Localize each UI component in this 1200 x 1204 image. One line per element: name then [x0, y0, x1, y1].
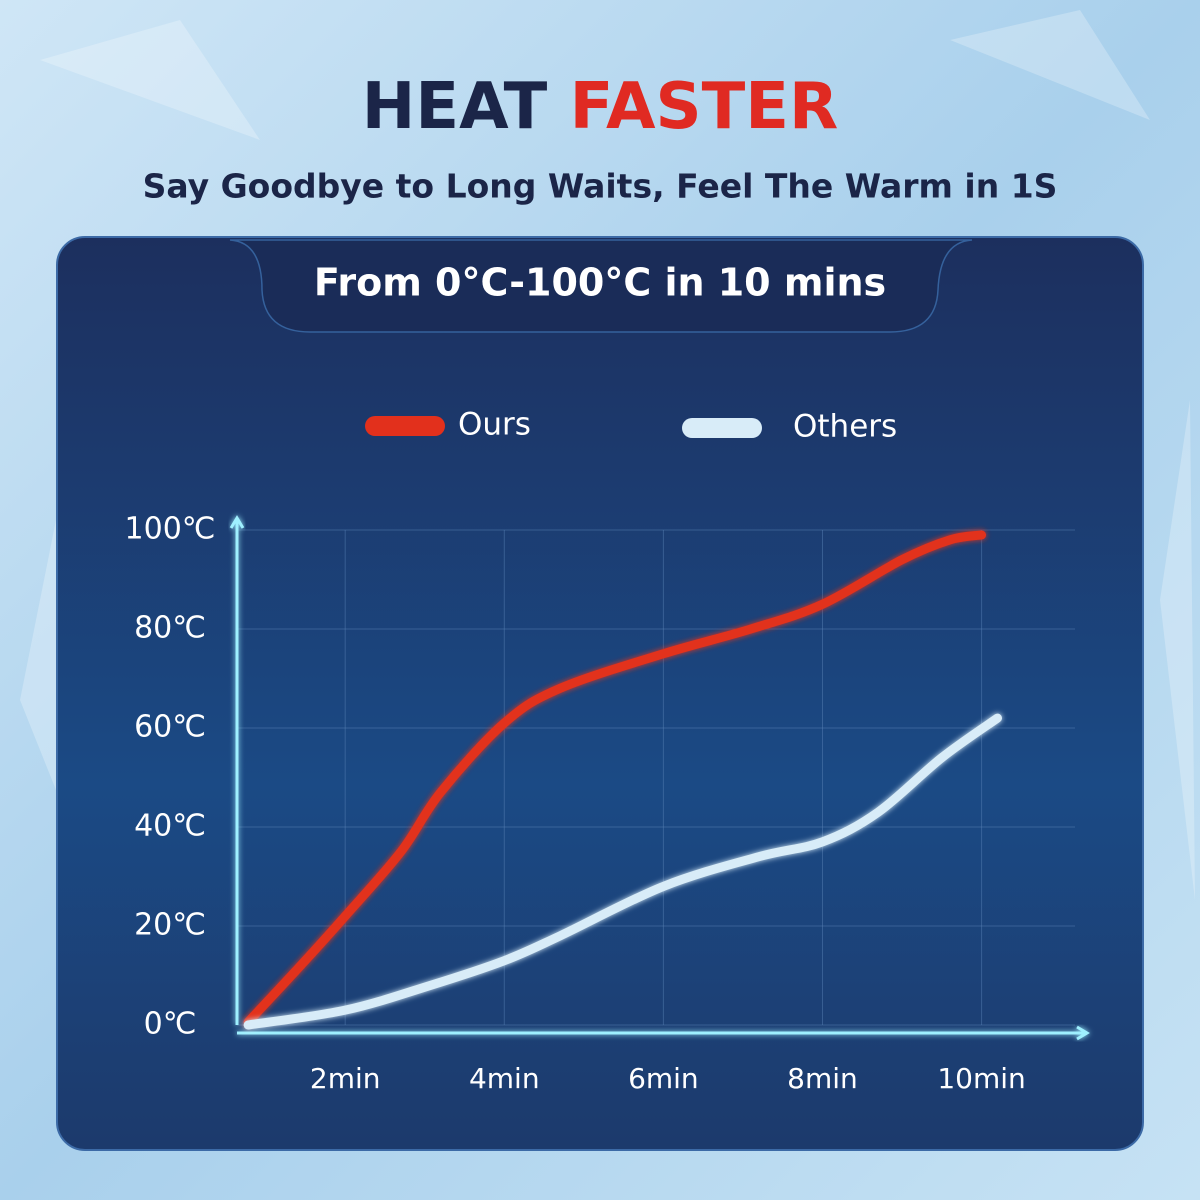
title-part: FASTER	[570, 70, 839, 144]
chart-panel	[56, 236, 1144, 1151]
title: HEAT FASTER	[362, 70, 838, 144]
x-tick-label: 10min	[937, 1062, 1025, 1095]
x-tick-label: 6min	[628, 1062, 699, 1095]
title-part: HEAT	[362, 70, 548, 144]
series-line	[243, 713, 1002, 1030]
panel-tab	[229, 239, 973, 333]
y-tick-label: 40℃	[134, 809, 206, 844]
legend-label: Others	[793, 409, 897, 445]
y-tick-label: 60℃	[134, 710, 206, 745]
x-axis	[237, 1025, 1090, 1041]
y-tick-label: 20℃	[134, 908, 206, 943]
legend-label: Ours	[458, 407, 531, 443]
y-tick-label: 80℃	[134, 611, 206, 646]
y-axis	[229, 515, 245, 1025]
panel-title: From 0°C-100°C in 10 mins	[314, 261, 886, 305]
x-tick-label: 4min	[469, 1062, 540, 1095]
y-tick-label: 100℃	[125, 512, 216, 547]
x-tick-label: 2min	[310, 1062, 381, 1095]
y-tick-label: 0℃	[144, 1007, 197, 1042]
series-line	[243, 530, 987, 1027]
x-tick-label: 8min	[787, 1062, 858, 1095]
subtitle: Say Goodbye to Long Waits, Feel The Warm…	[143, 167, 1058, 206]
